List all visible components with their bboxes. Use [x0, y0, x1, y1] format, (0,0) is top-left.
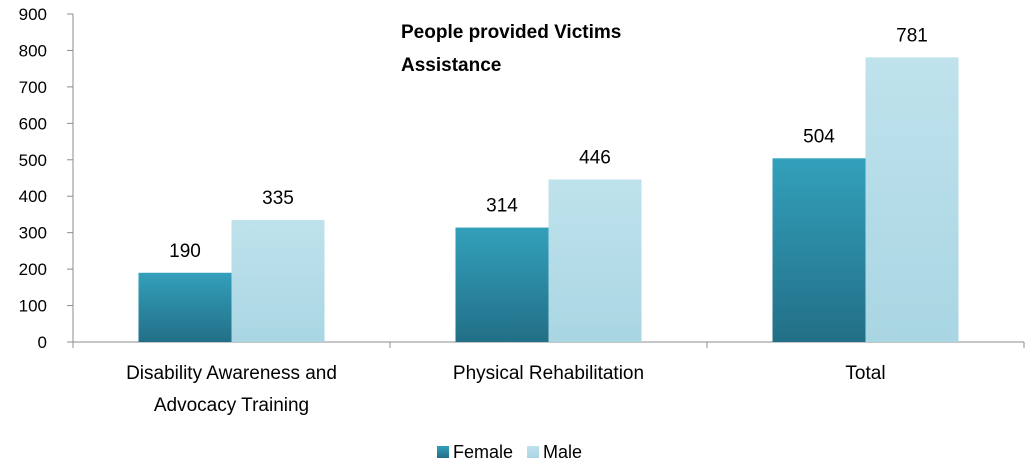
x-axis: [72, 341, 1025, 348]
category-labels: Disability Awareness and Advocacy Trainin…: [126, 363, 886, 416]
legend-swatch-female: [437, 446, 449, 458]
y-tick-label: 200: [19, 260, 47, 279]
legend-swatch-male: [527, 446, 540, 458]
data-label: 504: [803, 126, 835, 147]
bar-male: [548, 179, 642, 342]
legend-label-female: Female: [453, 442, 513, 462]
legend-label-male: Male: [543, 442, 582, 462]
data-label: 335: [262, 188, 294, 209]
bar-male: [231, 219, 325, 342]
y-axis: 0 100 200 300 400 500 600 700 800 900: [19, 5, 74, 352]
data-label: 781: [896, 25, 928, 46]
data-label: 314: [486, 196, 518, 217]
category-label: Disability Awareness and: [126, 363, 337, 384]
chart-title: People provided Victims Assistance: [401, 22, 621, 76]
chart-title-line-1: People provided Victims: [401, 22, 621, 43]
bar-female: [138, 272, 232, 342]
y-tick-label: 100: [19, 297, 47, 316]
y-tick-label: 700: [19, 78, 47, 97]
bar-female: [772, 158, 866, 342]
bars: [138, 57, 959, 342]
y-tick-label: 0: [38, 333, 47, 352]
bar-male: [865, 57, 959, 342]
data-label: 190: [169, 241, 201, 262]
legend: Female Male: [437, 442, 582, 462]
y-tick-label: 800: [19, 41, 47, 60]
data-labels: 190 335 314 446 504 781: [169, 25, 928, 261]
y-tick-label: 300: [19, 224, 47, 243]
category-label: Total: [845, 363, 885, 384]
bar-female: [455, 227, 549, 342]
category-label: Physical Rehabilitation: [453, 363, 644, 384]
y-tick-label: 600: [19, 114, 47, 133]
chart-title-line-2: Assistance: [401, 55, 501, 76]
category-label: Advocacy Training: [154, 395, 309, 416]
y-tick-label: 500: [19, 151, 47, 170]
y-tick-label: 900: [19, 5, 47, 24]
data-label: 446: [579, 147, 611, 168]
y-tick-label: 400: [19, 187, 47, 206]
